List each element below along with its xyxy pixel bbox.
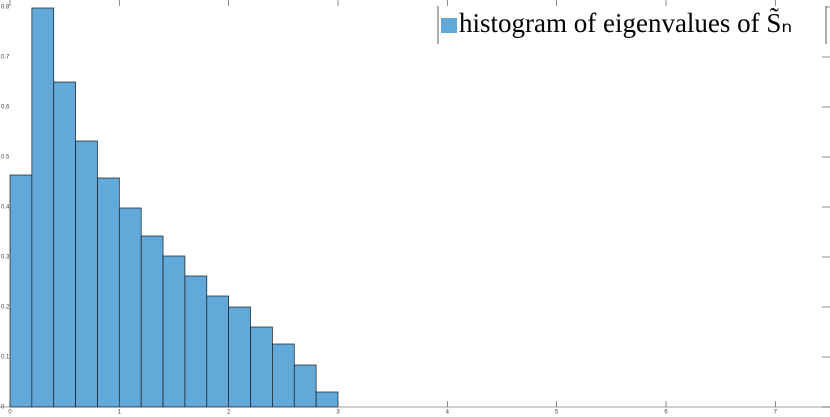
x-tick-label: 7 — [774, 410, 778, 416]
bar — [9, 174, 33, 408]
bar — [31, 7, 55, 408]
legend-swatch — [441, 18, 457, 33]
bar — [206, 295, 230, 408]
y-tick-label: 0.3 — [1, 255, 10, 261]
bar — [272, 343, 295, 408]
bar — [53, 81, 76, 408]
bar — [228, 306, 251, 408]
bar — [97, 177, 120, 408]
y-tick-label: 0 — [1, 405, 5, 411]
bar — [250, 326, 273, 408]
y-tick-label: 0.2 — [1, 305, 10, 311]
x-tick-label: 5 — [555, 410, 559, 416]
x-tick-label: 6 — [664, 410, 668, 416]
x-tick-label: 2 — [227, 410, 231, 416]
bar — [75, 140, 98, 408]
y-tick-label: 0.5 — [1, 155, 10, 161]
y-tick-label: 0.1 — [1, 355, 10, 361]
bar — [140, 235, 164, 408]
x-tick-label: 0 — [8, 410, 12, 416]
y-tick-label: 0.7 — [1, 55, 10, 61]
x-tick-label: 4 — [446, 410, 450, 416]
y-tick-label: 0.6 — [1, 105, 10, 111]
x-tick-label: 3 — [336, 410, 340, 416]
legend-box — [438, 6, 826, 44]
y-tick-label: 0.4 — [1, 205, 10, 211]
bar — [315, 391, 339, 408]
bar — [118, 207, 142, 408]
bar — [293, 364, 317, 408]
legend-label: histogram of eigenvalues of S̃ₙ — [459, 8, 792, 39]
x-tick-label: 1 — [118, 410, 122, 416]
bar — [162, 255, 186, 408]
y-tick-label: 0.8 — [1, 5, 10, 11]
bar — [184, 275, 208, 408]
